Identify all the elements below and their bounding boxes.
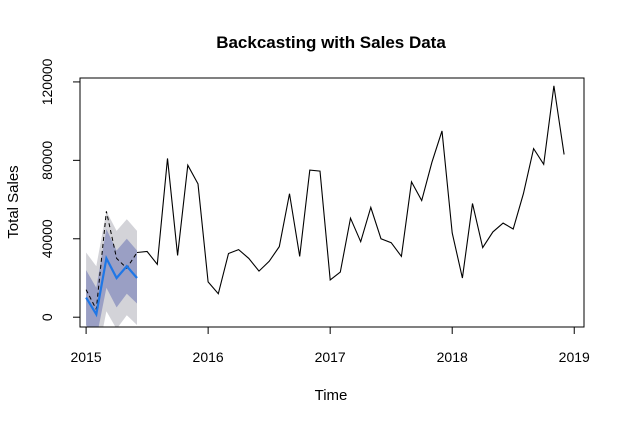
series-lines xyxy=(85,85,565,318)
series-solid-black xyxy=(136,85,565,295)
series-solid-blue xyxy=(85,255,138,318)
x-tick-label: 2018 xyxy=(437,349,468,365)
x-tick-label: 2016 xyxy=(193,349,224,365)
prediction-bands xyxy=(86,211,137,327)
y-axis-label: Total Sales xyxy=(5,165,22,238)
y-tick-label: 120000 xyxy=(39,58,55,105)
plot-frame xyxy=(79,77,585,328)
x-tick-label: 2019 xyxy=(559,349,590,365)
y-tick-label: 80000 xyxy=(39,141,55,180)
chart-title: Backcasting with Sales Data xyxy=(216,33,446,52)
x-axis-label: Time xyxy=(315,387,348,404)
axes: 2015 2016 2017 2018 2019 0 40000 80000 120000 xyxy=(39,58,590,365)
x-tick-label: 2015 xyxy=(71,349,102,365)
y-tick-label: 0 xyxy=(39,313,55,321)
band-80 xyxy=(86,229,137,327)
x-tick-label: 2017 xyxy=(315,349,346,365)
y-tick-label: 40000 xyxy=(39,219,55,258)
